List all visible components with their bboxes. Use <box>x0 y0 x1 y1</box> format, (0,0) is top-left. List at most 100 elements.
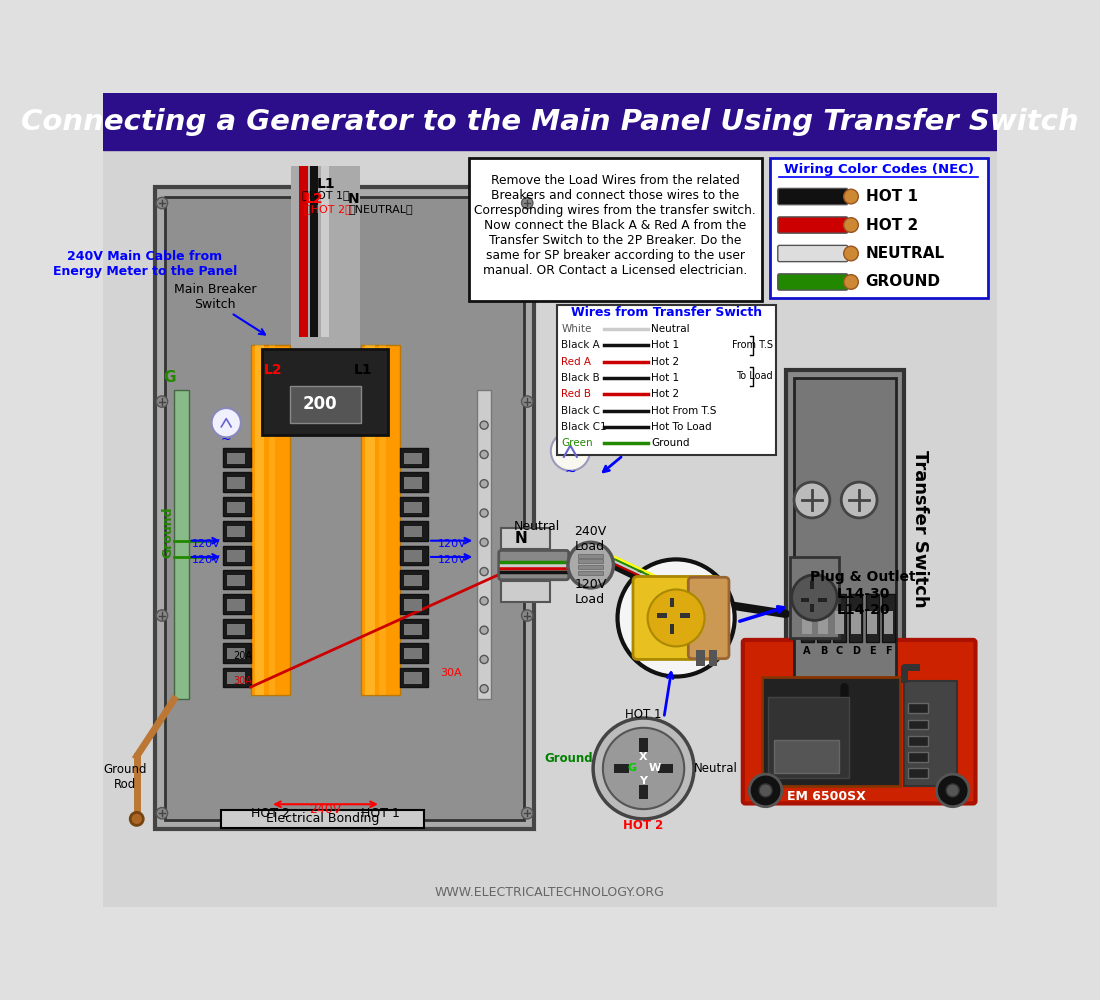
Bar <box>310 166 318 337</box>
Bar <box>768 697 849 778</box>
Bar <box>227 453 245 464</box>
Text: HOT 2: HOT 2 <box>624 819 663 832</box>
Text: N: N <box>349 192 360 206</box>
Bar <box>400 570 428 589</box>
Bar <box>882 594 895 642</box>
Bar <box>851 611 861 634</box>
Bar <box>639 738 648 752</box>
Bar <box>227 550 245 562</box>
Text: WWW.ELECTRICALTECHNOLOGY.ORG: WWW.ELECTRICALTECHNOLOGY.ORG <box>436 886 664 899</box>
Bar <box>400 448 428 467</box>
Bar <box>696 650 705 666</box>
Text: G: G <box>163 370 176 385</box>
Circle shape <box>480 509 488 517</box>
Text: （HOT 1）: （HOT 1） <box>302 190 350 200</box>
Bar <box>670 598 674 607</box>
Text: Neutral: Neutral <box>514 520 561 533</box>
Bar <box>400 546 428 565</box>
Bar <box>835 611 845 634</box>
Circle shape <box>648 589 705 646</box>
Bar <box>223 448 251 467</box>
Bar <box>405 526 422 537</box>
Bar <box>174 390 189 699</box>
Bar <box>801 594 814 642</box>
Bar <box>227 648 245 659</box>
Text: 120V: 120V <box>438 539 466 549</box>
Text: L1: L1 <box>317 177 336 191</box>
Bar <box>818 611 828 634</box>
Bar <box>904 681 957 786</box>
Text: Y: Y <box>639 776 648 786</box>
Text: 120V: 120V <box>191 539 220 549</box>
Bar <box>405 599 422 611</box>
Bar <box>785 370 904 687</box>
Bar <box>579 565 603 569</box>
Circle shape <box>156 808 167 819</box>
Text: 240V Main Cable from
Energy Meter to the Panel: 240V Main Cable from Energy Meter to the… <box>53 250 236 278</box>
Bar <box>227 672 245 684</box>
Text: W: W <box>649 763 661 773</box>
Bar <box>223 643 251 663</box>
Text: NEUTRAL: NEUTRAL <box>866 246 945 261</box>
Circle shape <box>946 784 959 797</box>
Text: Hot From T.S: Hot From T.S <box>651 406 716 416</box>
Text: B: B <box>820 646 827 656</box>
Text: F: F <box>886 646 892 656</box>
Text: Black B: Black B <box>561 373 601 383</box>
Circle shape <box>156 396 167 407</box>
Bar <box>658 764 673 773</box>
Text: White: White <box>561 324 592 334</box>
Circle shape <box>844 246 858 261</box>
Bar <box>794 378 895 679</box>
Bar <box>227 624 245 635</box>
FancyBboxPatch shape <box>632 576 721 659</box>
FancyBboxPatch shape <box>742 640 976 803</box>
Bar <box>365 345 375 695</box>
Bar <box>223 594 251 614</box>
FancyBboxPatch shape <box>778 188 848 205</box>
Bar <box>400 497 428 516</box>
Text: Black A: Black A <box>561 340 601 350</box>
Bar <box>400 619 428 638</box>
Bar <box>405 502 422 513</box>
Text: Neutral: Neutral <box>651 324 690 334</box>
Bar <box>810 604 814 612</box>
Bar <box>379 345 386 695</box>
Text: （HOT 2）: （HOT 2） <box>305 204 352 214</box>
Circle shape <box>211 408 241 437</box>
Circle shape <box>480 568 488 576</box>
Circle shape <box>617 559 735 677</box>
Text: Hot 1: Hot 1 <box>651 340 679 350</box>
Bar <box>817 594 829 642</box>
FancyBboxPatch shape <box>689 577 729 659</box>
Bar <box>223 546 251 565</box>
Bar <box>102 93 998 150</box>
Circle shape <box>844 218 858 232</box>
Bar <box>883 611 893 634</box>
Bar <box>405 672 422 684</box>
Bar <box>405 575 422 586</box>
Bar <box>908 752 928 762</box>
Text: To Load: To Load <box>736 371 773 381</box>
Bar <box>867 611 877 634</box>
Text: EM 6500SX: EM 6500SX <box>788 790 866 803</box>
Text: HOT 2: HOT 2 <box>251 807 289 820</box>
Text: ~: ~ <box>564 465 576 479</box>
Circle shape <box>844 275 858 289</box>
Bar <box>320 166 329 337</box>
Text: Green: Green <box>561 438 593 448</box>
Text: Ground: Ground <box>161 507 174 558</box>
Circle shape <box>759 784 772 797</box>
Text: A: A <box>803 646 811 656</box>
Circle shape <box>480 626 488 634</box>
Text: Remove the Load Wires from the related
Breakers and connect those wires to the
C: Remove the Load Wires from the related B… <box>474 174 756 277</box>
Text: 240V: 240V <box>309 803 342 816</box>
FancyBboxPatch shape <box>778 245 848 262</box>
Text: 30A: 30A <box>233 676 252 686</box>
Text: HOT 2: HOT 2 <box>866 218 917 233</box>
Bar <box>557 305 777 455</box>
Bar <box>908 703 928 713</box>
Text: E: E <box>869 646 876 656</box>
Text: 120V: 120V <box>438 555 466 565</box>
Text: Red B: Red B <box>561 389 592 399</box>
